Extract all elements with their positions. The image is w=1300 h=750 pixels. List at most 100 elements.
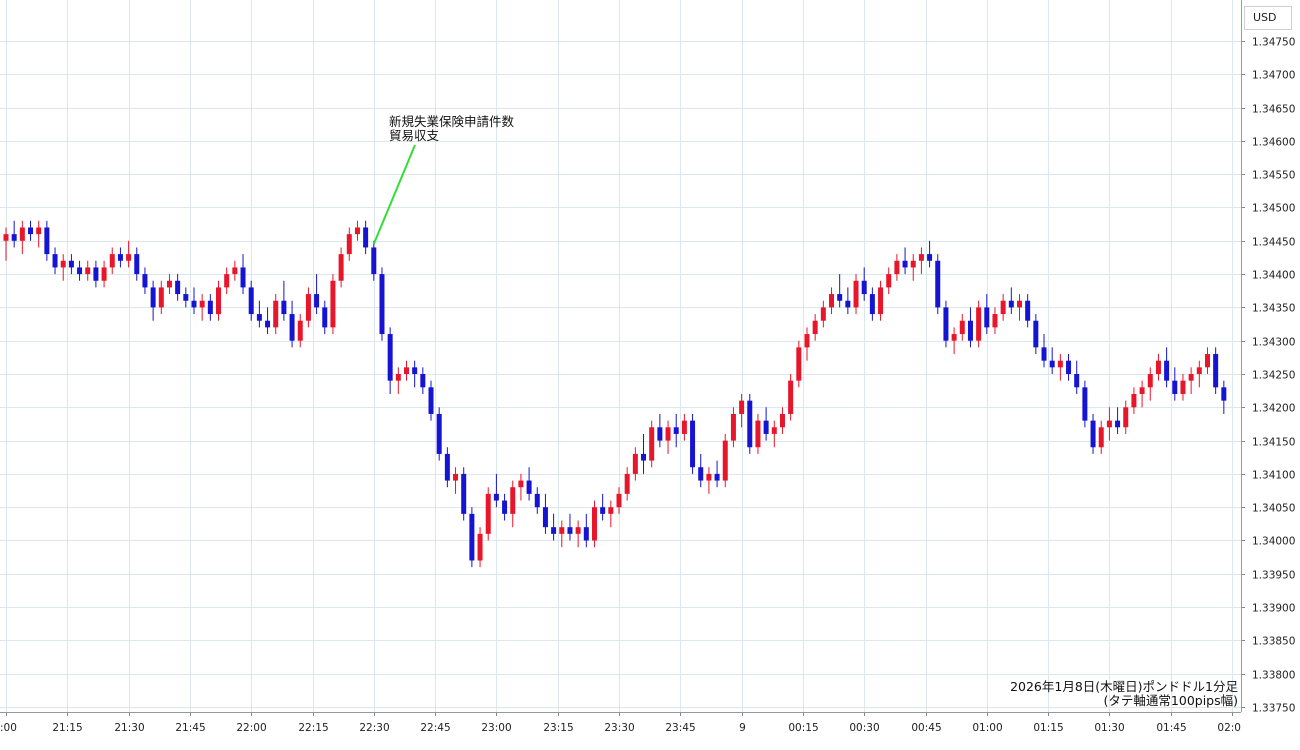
candle — [224, 267, 230, 295]
candle — [641, 433, 647, 474]
candle — [616, 487, 622, 514]
candle — [853, 274, 859, 315]
candle-body — [918, 254, 924, 261]
candle — [1016, 294, 1022, 321]
candle-body — [232, 267, 238, 275]
candle-body — [1008, 300, 1014, 308]
candle-body — [191, 300, 197, 308]
candle — [869, 287, 875, 321]
candle-body — [649, 427, 655, 461]
candle — [207, 294, 213, 321]
candle-body — [861, 280, 867, 295]
candle — [461, 467, 467, 521]
candle-body — [240, 267, 246, 288]
candle — [542, 493, 548, 534]
candle — [600, 493, 606, 521]
candle — [354, 220, 360, 241]
candle — [665, 420, 671, 454]
candle — [959, 314, 965, 341]
candle — [918, 247, 924, 275]
x-tick-label: 01:45 — [1156, 722, 1186, 734]
candle-body — [673, 427, 679, 434]
candle-body — [771, 427, 777, 434]
candle-body — [461, 473, 467, 514]
y-tick-label: 1.33950 — [1252, 570, 1295, 582]
candle-body — [992, 314, 998, 328]
annotation-marker — [372, 144, 416, 245]
candle — [788, 374, 794, 421]
y-tick-label: 1.34200 — [1252, 403, 1295, 415]
candle — [1139, 380, 1145, 408]
candle — [273, 294, 279, 335]
candle-body — [518, 480, 524, 488]
x-tick-label: 02:0 — [1217, 722, 1241, 734]
candle-body — [657, 427, 663, 441]
candle — [297, 314, 303, 348]
candle-body — [1025, 300, 1031, 321]
candle-body — [60, 260, 66, 268]
y-tick-label: 1.34250 — [1252, 370, 1295, 382]
candle-body — [853, 280, 859, 308]
candle-body — [616, 493, 622, 508]
candle-body — [1074, 374, 1080, 388]
candle-body — [796, 347, 802, 381]
candle-body — [1090, 420, 1096, 448]
candle-body — [1049, 360, 1055, 368]
candle — [878, 280, 884, 321]
candle-body — [943, 307, 949, 341]
candle-body — [698, 467, 704, 481]
candle-body — [1172, 380, 1178, 394]
candle-body — [281, 300, 287, 315]
candle-body — [265, 320, 271, 328]
candle-body — [175, 280, 181, 295]
candle — [894, 254, 900, 281]
candle — [493, 473, 499, 508]
candle-body — [1196, 367, 1202, 374]
candle — [1082, 380, 1088, 428]
x-tick-label: 00:15 — [788, 722, 818, 734]
x-tick-label: 21:30 — [114, 722, 144, 734]
candle — [927, 240, 933, 268]
x-tick-label: 00:30 — [849, 722, 879, 734]
y-tick-label: 1.34400 — [1252, 270, 1295, 282]
candle — [281, 280, 287, 321]
candle — [755, 413, 761, 454]
candle — [3, 227, 9, 261]
candle-body — [542, 507, 548, 528]
candle — [232, 260, 238, 281]
candle — [812, 314, 818, 341]
x-tick-label: 22:00 — [236, 722, 266, 734]
y-tick-label: 1.34000 — [1252, 536, 1295, 548]
candle — [11, 220, 17, 248]
candle-body — [166, 280, 172, 288]
candle — [649, 420, 655, 468]
candle — [608, 500, 614, 528]
y-tick-label: 1.34500 — [1252, 203, 1295, 215]
x-tick-label: 01:30 — [1094, 722, 1124, 734]
candle — [191, 287, 197, 315]
candle-body — [1139, 387, 1145, 394]
currency-label[interactable]: USD — [1244, 6, 1292, 30]
candle — [101, 260, 107, 288]
y-tick-label: 1.34300 — [1252, 337, 1295, 349]
y-tick-label: 1.33750 — [1252, 703, 1295, 715]
candle-body — [510, 487, 516, 514]
candle-body — [869, 294, 875, 315]
event-annotation-line-1: 新規失業保険申請件数 — [389, 114, 515, 129]
x-tick-label: :00 — [0, 722, 17, 734]
candle-body — [820, 307, 826, 321]
candle — [134, 247, 140, 281]
candle — [886, 267, 892, 295]
candle-body — [575, 527, 581, 534]
candle-body — [641, 453, 647, 461]
candle — [453, 467, 459, 494]
candle-body — [583, 527, 589, 541]
candle — [1098, 420, 1104, 454]
candle — [943, 300, 949, 348]
candle-body — [256, 314, 262, 321]
candle-body — [1164, 360, 1170, 381]
candle-body — [714, 473, 720, 481]
candle-body — [354, 227, 360, 235]
candle — [1066, 354, 1072, 381]
